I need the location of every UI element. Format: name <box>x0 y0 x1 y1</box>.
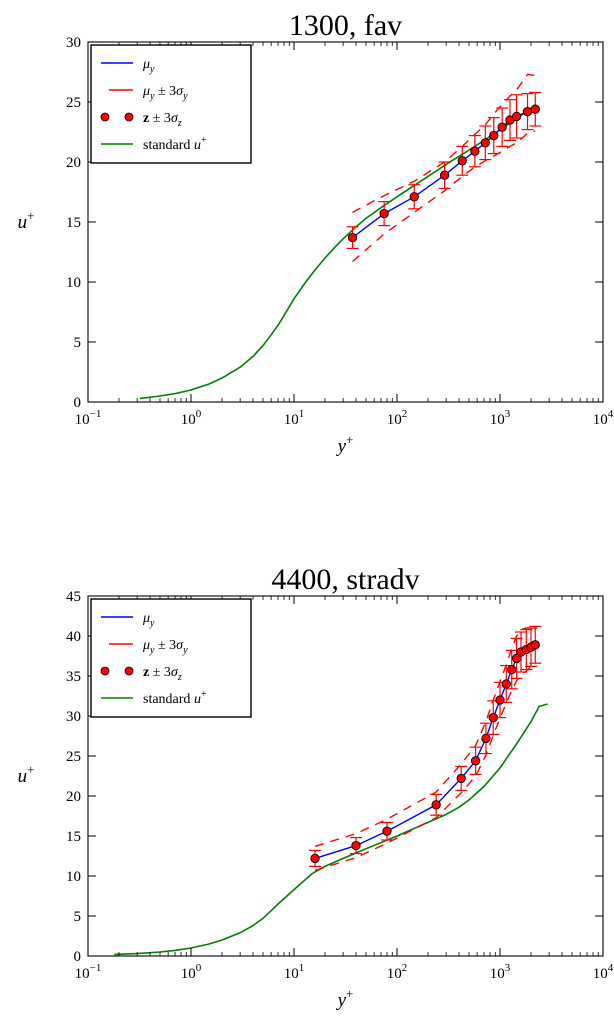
axes-frame <box>87 595 604 957</box>
y-tick-label: 20 <box>66 155 81 171</box>
data-point <box>507 664 517 675</box>
data-point <box>470 756 481 766</box>
legend-label-band: μy ± 3σy <box>142 638 188 656</box>
y-axis-label: u+ <box>18 762 35 787</box>
y-tick-label: 25 <box>66 749 81 765</box>
x-tick-label: 100 <box>181 408 202 428</box>
chart-panel-1: 1300, fav 10−1 100 101 102 103 104 0 5 10 15 20 25 30… <box>18 9 614 457</box>
y-tick-label: 20 <box>66 789 81 805</box>
data-point <box>347 232 358 243</box>
y-tick-label: 0 <box>74 395 82 411</box>
data-point <box>457 156 467 166</box>
legend-label-mu: μy <box>142 611 155 629</box>
chart-title: 4400, stradv <box>271 563 419 596</box>
data-point <box>530 640 540 650</box>
series-band-lower-line <box>314 661 536 872</box>
x-tick-label: 102 <box>387 962 408 982</box>
y-tick-label: 10 <box>66 275 81 291</box>
chart-title: 1300, fav <box>289 9 402 42</box>
legend-label-mu: μy <box>142 57 155 75</box>
y-tick-label: 15 <box>66 829 81 845</box>
x-tick-label: 103 <box>490 408 511 428</box>
x-axis-label: y+ <box>336 432 354 457</box>
legend-handle-obs <box>100 666 110 676</box>
data-point <box>470 146 480 156</box>
legend-handle-obs <box>100 112 110 122</box>
y-tick-label: 40 <box>66 629 81 645</box>
plot-area <box>139 73 542 400</box>
legend-label-standard: standard u+ <box>143 689 207 707</box>
legend-label-standard: standard u+ <box>143 135 207 153</box>
x-tick-label: 100 <box>181 962 202 982</box>
legend: μy μy ± 3σy z ± 3σz standard u+ <box>90 598 252 718</box>
y-tick-label: 5 <box>74 909 82 925</box>
data-point <box>530 104 540 114</box>
series-band-upper-line <box>352 73 536 214</box>
x-tick-label: 10−1 <box>75 408 102 428</box>
series-mu-line <box>314 644 536 860</box>
data-point <box>501 679 511 689</box>
y-tick-label: 5 <box>74 335 82 351</box>
y-tick-label: 0 <box>74 949 82 965</box>
legend-label-obs: z ± 3σz <box>143 665 182 683</box>
legend-handle-obs <box>124 112 134 122</box>
y-tick-label: 10 <box>66 869 81 885</box>
series-band-upper-line <box>314 626 536 848</box>
x-tick-label: 104 <box>593 962 614 982</box>
plot-area <box>114 625 548 956</box>
data-point <box>481 733 491 744</box>
legend-handle-obs <box>124 666 134 676</box>
x-tick-label: 101 <box>284 962 305 982</box>
data-point <box>439 170 450 180</box>
chart-panel-2: 4400, stradv 10−1 100 101 102 103 104 0 5 10 15 20 2… <box>18 563 614 1011</box>
legend-label-band: μy ± 3σy <box>142 84 188 102</box>
y-tick-label: 30 <box>66 35 81 51</box>
series-standard-line <box>114 703 548 956</box>
y-tick-label: 25 <box>66 95 81 111</box>
data-point <box>489 130 499 141</box>
x-tick-label: 102 <box>387 408 408 428</box>
x-axis-label: y+ <box>336 986 354 1011</box>
y-tick-label: 45 <box>66 589 81 605</box>
series-band-lower-line <box>352 130 536 263</box>
data-point <box>379 208 389 219</box>
x-tick-label: 10−1 <box>75 962 102 982</box>
x-tick-label: 104 <box>593 408 614 428</box>
y-tick-label: 15 <box>66 215 81 231</box>
data-point <box>497 122 507 132</box>
x-tick-label: 101 <box>284 408 305 428</box>
x-tick-label: 103 <box>490 962 511 982</box>
data-point <box>409 192 419 202</box>
y-axis-label: u+ <box>18 208 35 233</box>
y-tick-label: 35 <box>66 669 81 685</box>
data-point <box>522 106 533 117</box>
data-point <box>456 773 466 784</box>
legend-label-obs: z ± 3σz <box>143 111 182 129</box>
data-point <box>480 138 490 148</box>
data-point <box>382 826 392 836</box>
y-tick-label: 30 <box>66 709 81 725</box>
data-point <box>310 853 320 864</box>
legend: μy μy ± 3σy z ± 3σz standard u+ <box>90 44 252 164</box>
data-point <box>351 840 361 851</box>
data-point <box>511 111 522 122</box>
data-point <box>431 800 441 810</box>
